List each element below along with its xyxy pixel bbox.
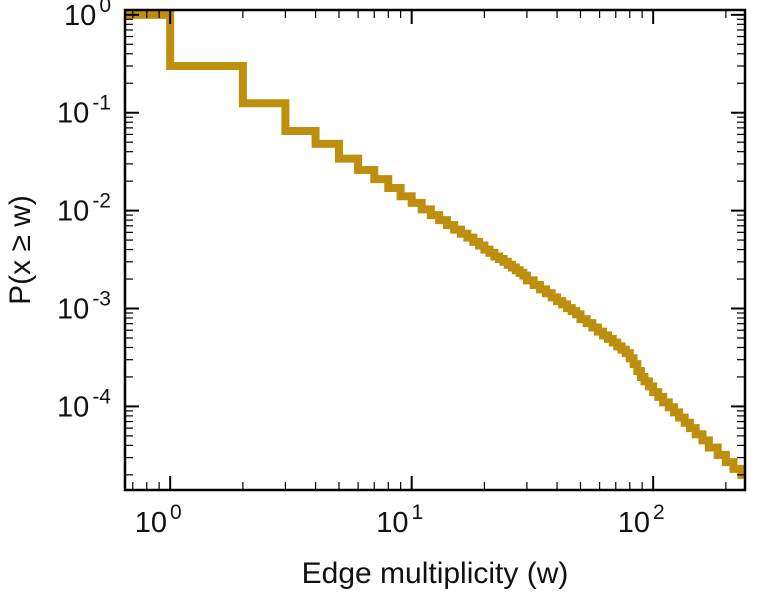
y-tick-label: 10 -4 [57,385,111,423]
y-tick-label: 10 -1 [57,92,111,130]
x-tick-label: 10 2 [618,501,665,539]
plot-frame [123,8,747,492]
y-tick-label: 10 -3 [57,288,111,326]
x-axis-title: Edge multiplicity (w) [302,557,569,590]
x-tick-label: 10 1 [376,501,423,539]
y-tick-label: 10 -2 [57,190,111,228]
y-axis-title: P(x ≥ w) [4,195,37,305]
y-tick-label: 10 0 [64,0,111,32]
x-tick-label: 10 0 [135,501,182,539]
